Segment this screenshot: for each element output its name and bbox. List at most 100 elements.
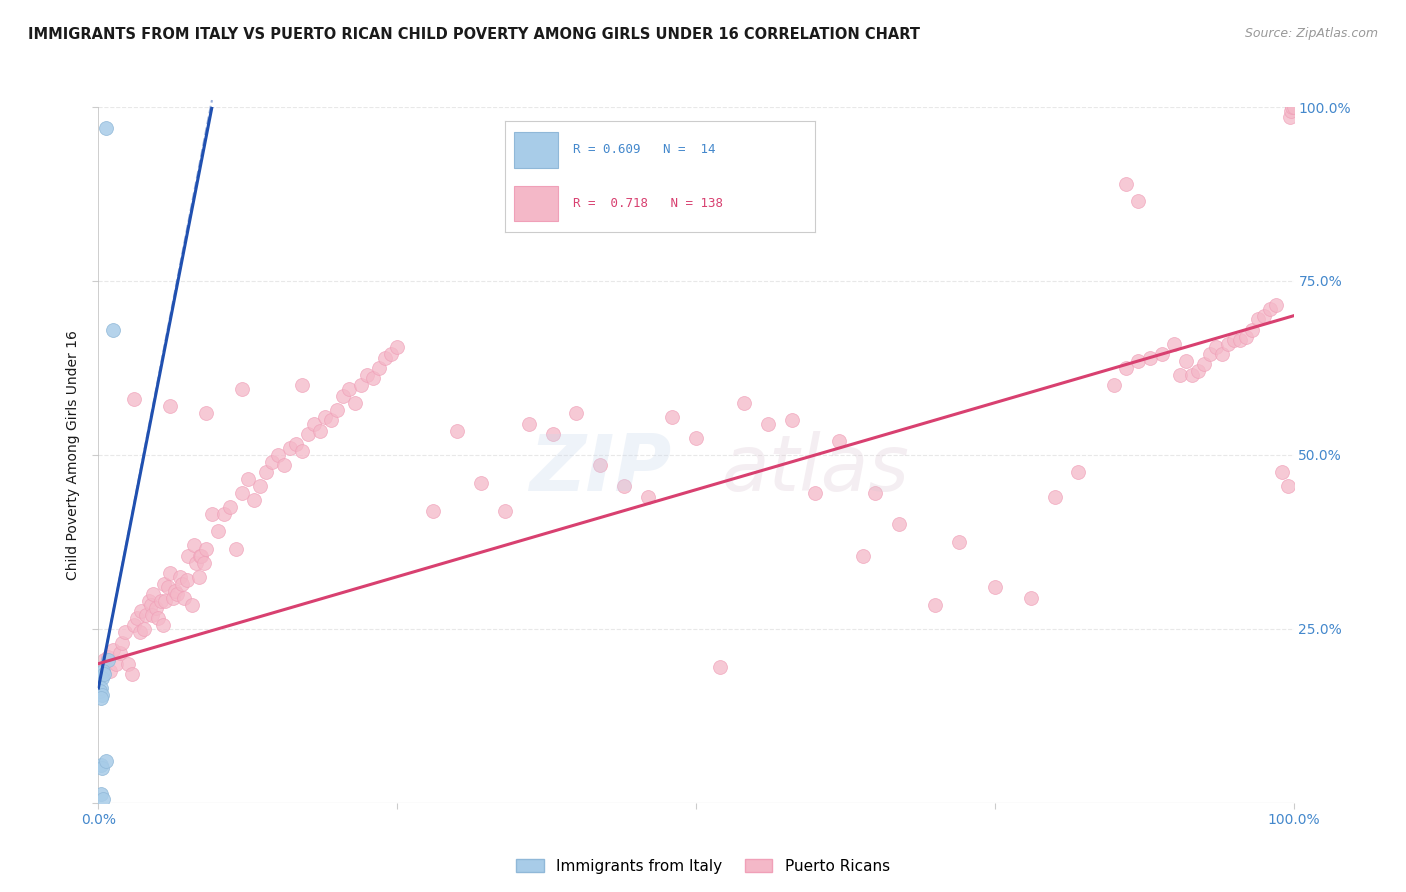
Point xyxy=(90,691,112,706)
Point xyxy=(193,556,215,570)
Legend: Immigrants from Italy, Puerto Ricans: Immigrants from Italy, Puerto Ricans xyxy=(510,853,896,880)
Point xyxy=(385,340,409,354)
Point xyxy=(172,576,194,591)
Point xyxy=(219,500,242,514)
Point xyxy=(1192,358,1215,372)
Point xyxy=(291,444,314,458)
Point xyxy=(852,549,875,563)
Point xyxy=(541,427,564,442)
Point xyxy=(350,378,373,392)
Point xyxy=(201,507,224,521)
Point xyxy=(326,402,349,417)
Point xyxy=(1216,336,1239,351)
Point xyxy=(273,458,295,473)
Point xyxy=(1163,336,1185,351)
Point xyxy=(91,688,114,702)
Point xyxy=(194,406,218,420)
Point xyxy=(231,486,253,500)
Point xyxy=(1067,466,1090,480)
Point xyxy=(163,583,186,598)
Point xyxy=(374,351,396,365)
Point xyxy=(190,549,212,563)
Point xyxy=(1128,354,1150,368)
Point xyxy=(344,396,367,410)
Text: atlas: atlas xyxy=(721,431,910,507)
Point xyxy=(177,549,200,563)
Point xyxy=(517,417,540,431)
Point xyxy=(135,607,157,622)
Point xyxy=(332,389,354,403)
Y-axis label: Child Poverty Among Girls Under 16: Child Poverty Among Girls Under 16 xyxy=(66,330,80,580)
Point xyxy=(470,475,492,490)
Point xyxy=(117,657,139,671)
Point xyxy=(1240,323,1263,337)
Point xyxy=(1198,347,1220,361)
Point xyxy=(1282,100,1305,114)
Point xyxy=(91,671,114,685)
Point xyxy=(91,791,114,805)
Point xyxy=(125,611,148,625)
Point xyxy=(368,360,391,375)
Point xyxy=(863,486,887,500)
Point xyxy=(1175,354,1198,368)
Point xyxy=(105,657,128,671)
Point xyxy=(169,570,191,584)
Text: IMMIGRANTS FROM ITALY VS PUERTO RICAN CHILD POVERTY AMONG GIRLS UNDER 16 CORRELA: IMMIGRANTS FROM ITALY VS PUERTO RICAN CH… xyxy=(28,27,920,42)
Point xyxy=(804,486,827,500)
Point xyxy=(254,466,277,480)
Point xyxy=(1222,333,1246,347)
Point xyxy=(422,503,444,517)
Point xyxy=(159,399,181,413)
Point xyxy=(446,424,468,438)
Point xyxy=(1211,347,1233,361)
Point xyxy=(589,458,612,473)
Point xyxy=(231,382,253,396)
Point xyxy=(90,788,112,802)
Point xyxy=(97,649,120,664)
Point xyxy=(243,493,266,508)
Point xyxy=(984,580,1007,594)
Point xyxy=(1246,312,1268,326)
Point xyxy=(297,427,319,442)
Point xyxy=(93,667,115,681)
Point xyxy=(249,479,271,493)
Point xyxy=(278,441,301,455)
Point xyxy=(93,653,115,667)
Point xyxy=(1181,368,1204,382)
Point xyxy=(91,761,114,775)
Point xyxy=(183,538,205,552)
Point xyxy=(155,594,177,608)
Point xyxy=(756,417,779,431)
Point xyxy=(1043,490,1066,504)
Point xyxy=(124,618,146,632)
Point xyxy=(98,664,122,678)
Point xyxy=(97,653,120,667)
Point xyxy=(141,607,163,622)
Point xyxy=(149,594,172,608)
Point xyxy=(948,535,970,549)
Point xyxy=(1115,360,1137,375)
Point xyxy=(1205,340,1227,354)
Text: ZIP: ZIP xyxy=(529,431,672,507)
Point xyxy=(321,413,343,427)
Point xyxy=(101,323,124,337)
Point xyxy=(225,541,247,556)
Point xyxy=(139,598,162,612)
Point xyxy=(111,636,134,650)
Point xyxy=(129,625,152,640)
Point xyxy=(380,347,402,361)
Point xyxy=(101,642,124,657)
Point xyxy=(90,681,112,695)
Point xyxy=(1234,329,1257,343)
Point xyxy=(90,757,112,772)
Point xyxy=(302,417,325,431)
Point xyxy=(1253,309,1275,323)
Point xyxy=(188,549,211,563)
Point xyxy=(1271,466,1294,480)
Point xyxy=(308,424,330,438)
Point xyxy=(108,646,131,660)
Point xyxy=(1281,100,1303,114)
Point xyxy=(236,472,259,486)
Point xyxy=(889,517,911,532)
Point xyxy=(363,371,385,385)
